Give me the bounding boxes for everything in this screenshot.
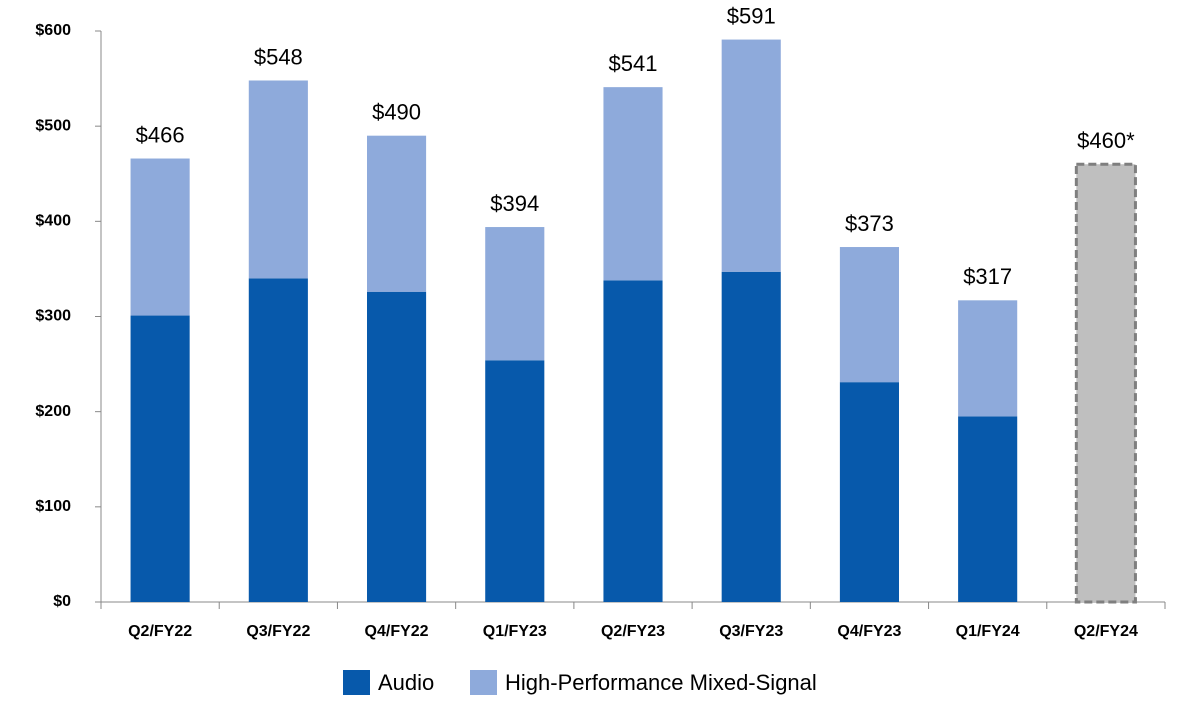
x-tick-label: Q1/FY23 [483,623,547,640]
total-label: $466 [136,122,185,147]
x-tick-label: Q2/FY22 [128,623,192,640]
y-tick-label: $600 [35,22,71,39]
bar-segment [367,291,427,602]
bar-segment [485,360,545,602]
bar-segment [958,300,1018,417]
total-label: $548 [254,44,303,69]
bar-segment [485,227,545,361]
bar-segment [603,87,663,281]
y-tick-label: $400 [35,213,71,230]
legend-label: Audio [378,670,434,695]
total-label: $490 [372,99,421,124]
x-tick-label: Q2/FY23 [601,623,665,640]
bar-segment [603,280,663,602]
bar-segment [839,382,899,602]
bar-segment [130,315,190,602]
total-label: $373 [845,211,894,236]
total-label: $460* [1077,128,1135,153]
legend-label: High-Performance Mixed-Signal [505,670,817,695]
x-tick-label: Q3/FY22 [246,623,310,640]
bar-segment [721,271,781,602]
estimate-bar [1074,162,1137,604]
y-tick-label: $0 [53,593,71,610]
total-label: $394 [490,191,539,216]
x-tick-label: Q4/FY22 [365,623,429,640]
bar-segment [367,135,427,292]
bar-segment [839,247,899,383]
bar-segment [248,80,308,279]
y-tick-label: $100 [35,498,71,515]
total-label: $591 [727,3,776,28]
bar-segment [721,39,781,272]
y-tick-label: $200 [35,403,71,420]
x-tick-label: Q2/FY24 [1074,623,1138,640]
bar-segment [248,278,308,602]
bar-segment [130,158,190,316]
total-label: $541 [609,51,658,76]
y-tick-label: $300 [35,308,71,325]
bar-segment [958,416,1018,602]
total-label: $317 [963,264,1012,289]
legend-swatch [470,670,497,695]
x-tick-label: Q3/FY23 [719,623,783,640]
x-tick-label: Q1/FY24 [956,623,1020,640]
legend-swatch [343,670,370,695]
x-tick-label: Q4/FY23 [837,623,901,640]
y-tick-label: $500 [35,117,71,134]
